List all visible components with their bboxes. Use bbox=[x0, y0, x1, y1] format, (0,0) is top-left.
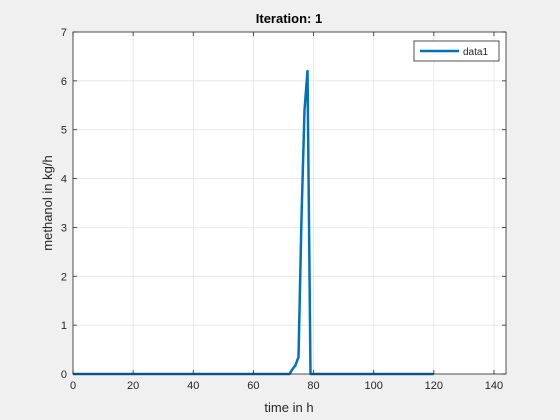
y-tick-label: 1 bbox=[61, 320, 67, 332]
chart-title: Iteration: 1 bbox=[256, 11, 322, 26]
axes-box bbox=[72, 31, 507, 375]
x-tick-label: 120 bbox=[425, 380, 443, 392]
y-tick-label: 0 bbox=[61, 369, 67, 381]
y-tick-label: 2 bbox=[61, 271, 67, 283]
y-axis-label: methanol in kg/h bbox=[40, 155, 55, 250]
x-tick-label: 0 bbox=[70, 380, 76, 392]
y-tick-label: 4 bbox=[61, 174, 67, 186]
y-tick-label: 5 bbox=[61, 125, 67, 137]
y-tick-label: 7 bbox=[61, 27, 67, 39]
x-tick-label: 80 bbox=[307, 380, 319, 392]
legend-label-data1: data1 bbox=[463, 47, 488, 58]
x-ticks: 0 20 40 60 80 100 120 140 bbox=[70, 32, 503, 392]
legend[interactable]: data1 bbox=[413, 40, 500, 62]
x-tick-label: 20 bbox=[127, 380, 139, 392]
axes-background bbox=[73, 32, 506, 374]
y-tick-label: 3 bbox=[61, 222, 67, 234]
x-tick-label: 40 bbox=[187, 380, 199, 392]
grid-lines bbox=[72, 31, 506, 375]
x-tick-label: 140 bbox=[485, 380, 503, 392]
x-tick-label: 60 bbox=[247, 380, 259, 392]
x-tick-label: 100 bbox=[365, 380, 383, 392]
x-axis-label: time in h bbox=[264, 400, 313, 415]
y-tick-label: 6 bbox=[61, 76, 67, 88]
y-ticks: 0 1 2 3 4 5 6 7 bbox=[61, 27, 506, 381]
